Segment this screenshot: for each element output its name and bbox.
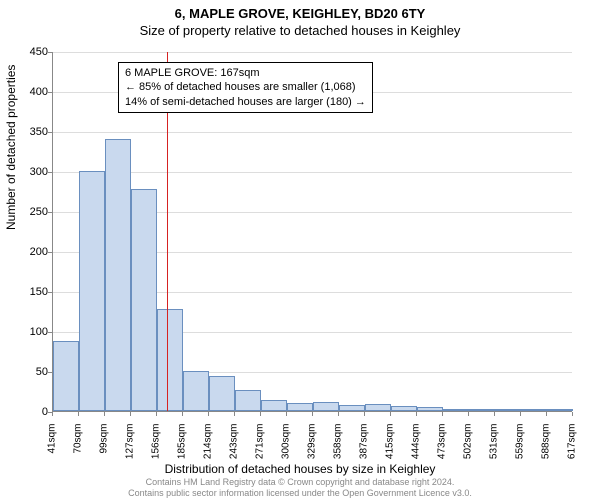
- xtick-mark: [78, 412, 79, 416]
- ytick-mark: [48, 212, 52, 213]
- ytick-mark: [48, 252, 52, 253]
- histogram-bar: [417, 407, 442, 411]
- histogram-bar: [131, 189, 156, 411]
- histogram-bar: [183, 371, 208, 411]
- histogram-bar: [209, 376, 234, 411]
- ytick-label: 350: [8, 126, 48, 138]
- histogram-bar: [495, 409, 520, 411]
- chart-title-main: 6, MAPLE GROVE, KEIGHLEY, BD20 6TY: [0, 0, 600, 21]
- chart-title-sub: Size of property relative to detached ho…: [0, 21, 600, 38]
- chart-plot-area: 6 MAPLE GROVE: 167sqm← 85% of detached h…: [52, 52, 572, 412]
- footer-line1: Contains HM Land Registry data © Crown c…: [0, 477, 600, 487]
- annotation-line: 14% of semi-detached houses are larger (…: [125, 95, 366, 109]
- histogram-bar: [235, 390, 260, 411]
- ytick-label: 300: [8, 166, 48, 178]
- xtick-mark: [260, 412, 261, 416]
- xtick-mark: [234, 412, 235, 416]
- xtick-mark: [182, 412, 183, 416]
- footer-attribution: Contains HM Land Registry data © Crown c…: [0, 477, 600, 498]
- ytick-label: 100: [8, 326, 48, 338]
- xtick-mark: [416, 412, 417, 416]
- xtick-mark: [494, 412, 495, 416]
- histogram-bar: [391, 406, 416, 411]
- histogram-bar: [313, 402, 338, 411]
- histogram-bar: [339, 405, 364, 411]
- histogram-bar: [469, 409, 494, 411]
- ytick-mark: [48, 172, 52, 173]
- ytick-label: 250: [8, 206, 48, 218]
- gridline: [53, 52, 572, 53]
- xtick-mark: [208, 412, 209, 416]
- ytick-label: 150: [8, 286, 48, 298]
- annotation-line: 6 MAPLE GROVE: 167sqm: [125, 66, 366, 80]
- gridline: [53, 132, 572, 133]
- histogram-bar: [53, 341, 78, 411]
- x-axis-title: Distribution of detached houses by size …: [0, 462, 600, 476]
- xtick-mark: [390, 412, 391, 416]
- xtick-mark: [338, 412, 339, 416]
- histogram-bar: [105, 139, 130, 411]
- annotation-box: 6 MAPLE GROVE: 167sqm← 85% of detached h…: [118, 62, 373, 113]
- histogram-bar: [365, 404, 390, 411]
- xtick-mark: [156, 412, 157, 416]
- ytick-mark: [48, 92, 52, 93]
- xtick-mark: [130, 412, 131, 416]
- ytick-mark: [48, 332, 52, 333]
- ytick-label: 0: [8, 406, 48, 418]
- histogram-bar: [261, 400, 286, 411]
- xtick-mark: [286, 412, 287, 416]
- histogram-bar: [547, 409, 572, 411]
- gridline: [53, 172, 572, 173]
- xtick-mark: [364, 412, 365, 416]
- ytick-mark: [48, 372, 52, 373]
- xtick-mark: [520, 412, 521, 416]
- ytick-mark: [48, 292, 52, 293]
- ytick-mark: [48, 132, 52, 133]
- xtick-mark: [312, 412, 313, 416]
- ytick-label: 400: [8, 86, 48, 98]
- xtick-mark: [442, 412, 443, 416]
- ytick-mark: [48, 52, 52, 53]
- histogram-bar: [287, 403, 312, 411]
- histogram-bar: [443, 409, 468, 411]
- ytick-label: 200: [8, 246, 48, 258]
- annotation-line: ← 85% of detached houses are smaller (1,…: [125, 80, 366, 94]
- ytick-label: 50: [8, 366, 48, 378]
- xtick-mark: [546, 412, 547, 416]
- xtick-mark: [104, 412, 105, 416]
- histogram-bar: [521, 409, 546, 411]
- histogram-bar: [79, 171, 104, 411]
- xtick-mark: [572, 412, 573, 416]
- xtick-mark: [468, 412, 469, 416]
- footer-line2: Contains public sector information licen…: [0, 488, 600, 498]
- xtick-mark: [52, 412, 53, 416]
- ytick-label: 450: [8, 46, 48, 58]
- histogram-bar: [157, 309, 182, 411]
